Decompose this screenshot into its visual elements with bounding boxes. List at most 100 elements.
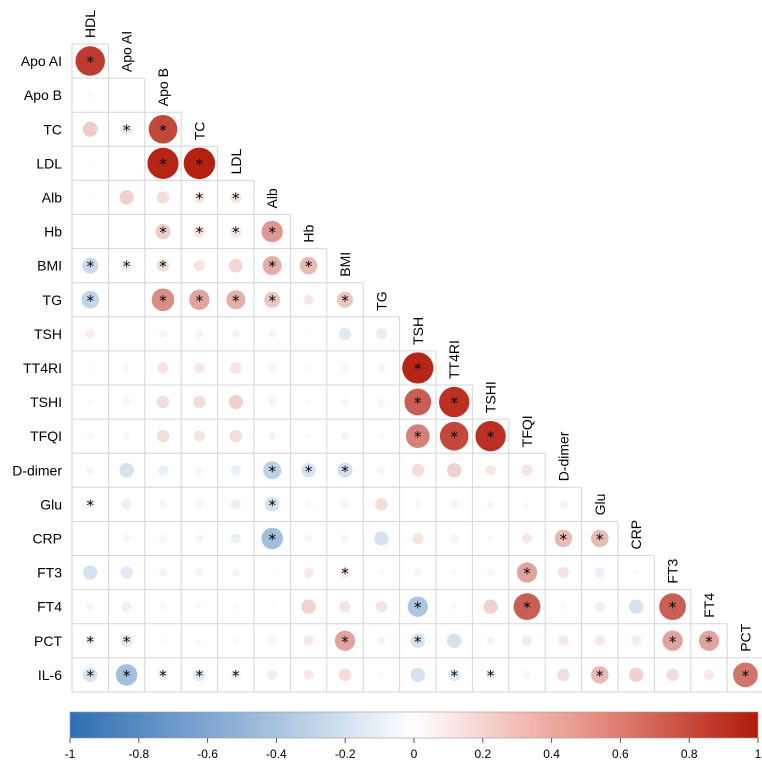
- correlation-circle: [557, 567, 569, 579]
- correlation-circle: [304, 534, 313, 543]
- significance-marker: *: [123, 633, 131, 651]
- significance-marker: *: [196, 667, 204, 685]
- correlation-circle: [230, 669, 241, 680]
- significance-marker: *: [414, 360, 422, 378]
- significance-marker: *: [414, 394, 422, 412]
- matrix-labels: Apo AI Apo B TC LDL Alb Hb BMI TG TSH TT4RI TSHI TF…: [12, 10, 753, 683]
- correlation-circle: [82, 257, 99, 274]
- correlation-circle: [303, 635, 314, 646]
- correlation-circle: [125, 93, 129, 97]
- correlation-circle: [558, 635, 569, 646]
- correlation-circle: [439, 421, 469, 451]
- colorbar-tick-label: 0.8: [681, 747, 698, 761]
- correlation-circle: [521, 635, 533, 646]
- colorbar-tick-label: -0.6: [197, 747, 218, 761]
- correlation-circle: [410, 633, 425, 648]
- row-label: Glu: [40, 496, 62, 512]
- significance-marker: *: [450, 667, 458, 685]
- correlation-circle: [338, 668, 352, 682]
- correlation-circle: [122, 534, 131, 543]
- correlation-circle: [265, 497, 280, 512]
- correlation-circle: [378, 672, 385, 678]
- correlation-circle: [341, 364, 349, 372]
- significance-marker: *: [305, 462, 313, 480]
- correlation-circle: [194, 362, 205, 374]
- significance-marker: *: [414, 633, 422, 651]
- correlation-circle: [405, 424, 430, 449]
- colorbar-tick-label: -0.8: [128, 747, 149, 761]
- colorbar-ticks: -1 -0.8 -0.6 -0.4 -0.2 0 0.2 0.4 0.6 0.8 1: [65, 738, 762, 761]
- significance-marker: *: [669, 599, 677, 617]
- correlation-circle: [375, 498, 388, 511]
- correlation-circle: [160, 637, 166, 644]
- correlation-circle: [594, 567, 605, 578]
- correlation-circle: [81, 290, 99, 309]
- correlation-circle: [629, 599, 644, 614]
- correlation-circle: [451, 603, 457, 610]
- correlation-circle: [591, 666, 609, 684]
- significance-marker: *: [196, 155, 204, 173]
- significance-marker: *: [341, 633, 349, 651]
- correlation-circle: [156, 191, 170, 204]
- column-label: CRP: [628, 520, 644, 550]
- correlation-circle: [268, 329, 277, 338]
- correlation-circle: [263, 461, 282, 480]
- correlation-circle: [659, 593, 686, 621]
- correlation-circle: [115, 664, 138, 686]
- correlation-circle: [524, 501, 530, 508]
- correlation-circle: [269, 570, 275, 575]
- significance-marker: *: [123, 258, 131, 276]
- correlation-circle: [189, 289, 210, 310]
- correlation-circle: [485, 465, 496, 476]
- correlation-circle: [195, 568, 204, 577]
- correlation-circle: [87, 92, 93, 98]
- correlation-circle: [82, 121, 98, 137]
- correlation-circle: [554, 529, 573, 548]
- correlation-circle: [594, 635, 605, 646]
- correlation-circle: [339, 567, 351, 578]
- column-label: TG: [373, 291, 389, 310]
- correlation-circle: [375, 601, 387, 613]
- correlation-circle: [122, 398, 131, 406]
- correlation-circle: [415, 501, 421, 508]
- significance-marker: *: [669, 633, 677, 651]
- correlation-circle: [261, 527, 283, 550]
- correlation-circle: [268, 432, 277, 441]
- correlation-circle: [487, 568, 495, 577]
- correlation-circle: [303, 294, 314, 305]
- correlation-circle: [151, 288, 175, 312]
- significance-marker: *: [86, 667, 94, 685]
- significance-marker: *: [159, 667, 167, 685]
- column-label: TC: [191, 122, 207, 141]
- correlation-circle: [157, 669, 169, 680]
- row-label: Apo AI: [21, 53, 62, 69]
- correlation-circle: [521, 533, 533, 544]
- column-label: PCT: [737, 623, 753, 651]
- correlation-circle: [157, 362, 169, 374]
- significance-marker: *: [232, 667, 240, 685]
- column-label: D-dimer: [555, 431, 571, 481]
- correlation-circle: [337, 462, 353, 478]
- significance-marker: *: [159, 258, 167, 276]
- significance-marker: *: [523, 599, 531, 617]
- significance-marker: *: [705, 633, 713, 651]
- correlation-circle: [523, 670, 531, 679]
- correlation-circle: [341, 534, 349, 543]
- correlation-circle: [155, 224, 171, 240]
- correlation-circle: [120, 566, 133, 579]
- correlation-circle: [75, 46, 105, 76]
- significance-marker: *: [414, 428, 422, 446]
- correlation-circle: [83, 565, 98, 580]
- significance-marker: *: [196, 224, 204, 242]
- correlation-circle: [483, 599, 498, 614]
- correlation-circle: [305, 433, 312, 439]
- correlation-circle: [230, 362, 242, 374]
- correlation-circle: [121, 499, 132, 510]
- matrix-grid: [71, 43, 762, 693]
- significance-marker: *: [268, 224, 276, 242]
- correlation-circle: [513, 593, 541, 621]
- correlation-circle: [229, 258, 243, 273]
- row-label: Apo B: [24, 87, 62, 103]
- column-label: BMI: [337, 252, 353, 277]
